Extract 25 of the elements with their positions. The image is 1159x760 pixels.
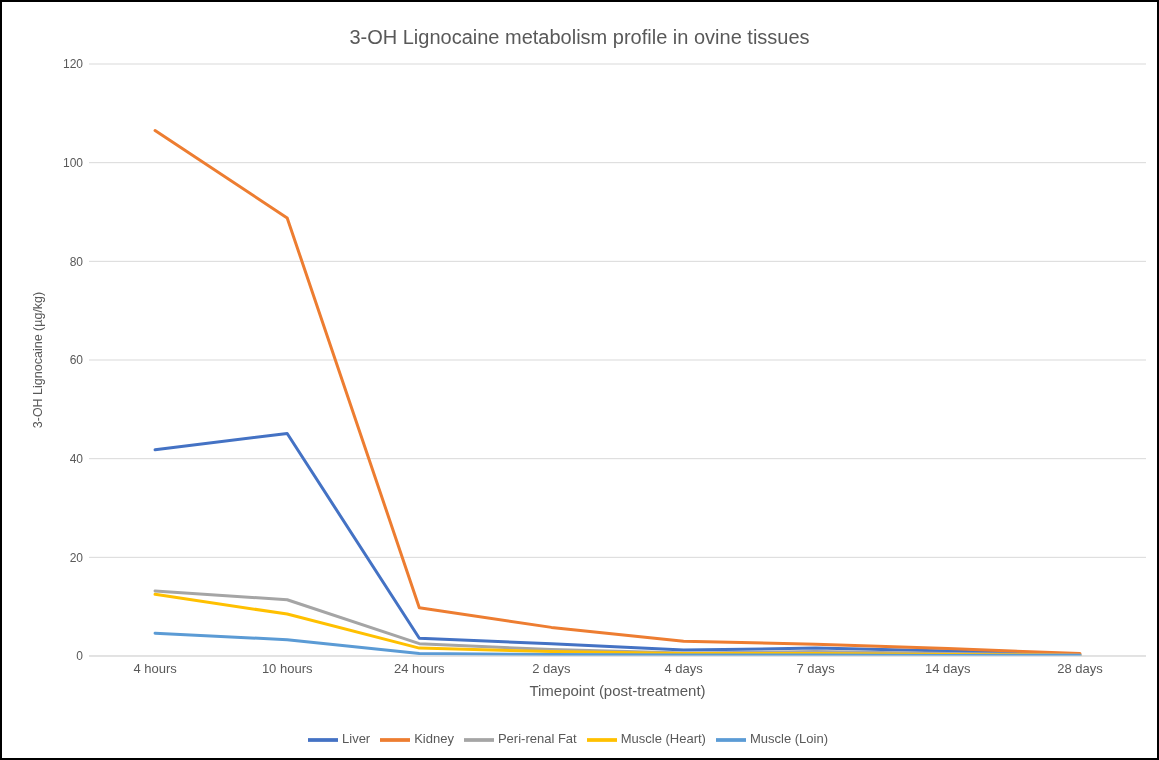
y-tick-label: 80 xyxy=(69,254,84,269)
y-tick-label: 0 xyxy=(76,649,84,664)
x-tick-label: 4 hours xyxy=(133,661,178,677)
x-tick-label: 28 days xyxy=(1057,661,1104,677)
y-tick-label: 100 xyxy=(62,155,84,170)
x-tick-label: 24 hours xyxy=(394,661,446,677)
y-axis-title: 3-OH Lignocaine (µg/kg) xyxy=(31,291,45,429)
legend-label: Muscle (Heart) xyxy=(620,731,706,747)
legend-label: Liver xyxy=(342,731,371,747)
legend-label: Kidney xyxy=(414,731,454,747)
y-tick-label: 120 xyxy=(62,57,84,72)
line-series xyxy=(153,631,1082,656)
x-tick-label: 7 days xyxy=(796,661,836,677)
y-tick-label: 20 xyxy=(69,550,84,565)
x-tick-label: 14 days xyxy=(925,661,972,677)
x-tick-label: 2 days xyxy=(532,661,572,677)
x-tick-label: 4 days xyxy=(664,661,704,677)
legend-label: Muscle (Loin) xyxy=(749,731,828,747)
y-tick-label: 40 xyxy=(69,451,84,466)
x-axis-title: Timepoint (post-treatment) xyxy=(529,682,706,699)
line-series xyxy=(153,129,1082,656)
x-tick-label: 10 hours xyxy=(261,661,313,677)
legend-label: Peri-renal Fat xyxy=(497,731,577,747)
y-tick-label: 60 xyxy=(69,353,84,368)
chart-title: 3-OH Lignocaine metabolism profile in ovine tissues xyxy=(348,26,811,49)
